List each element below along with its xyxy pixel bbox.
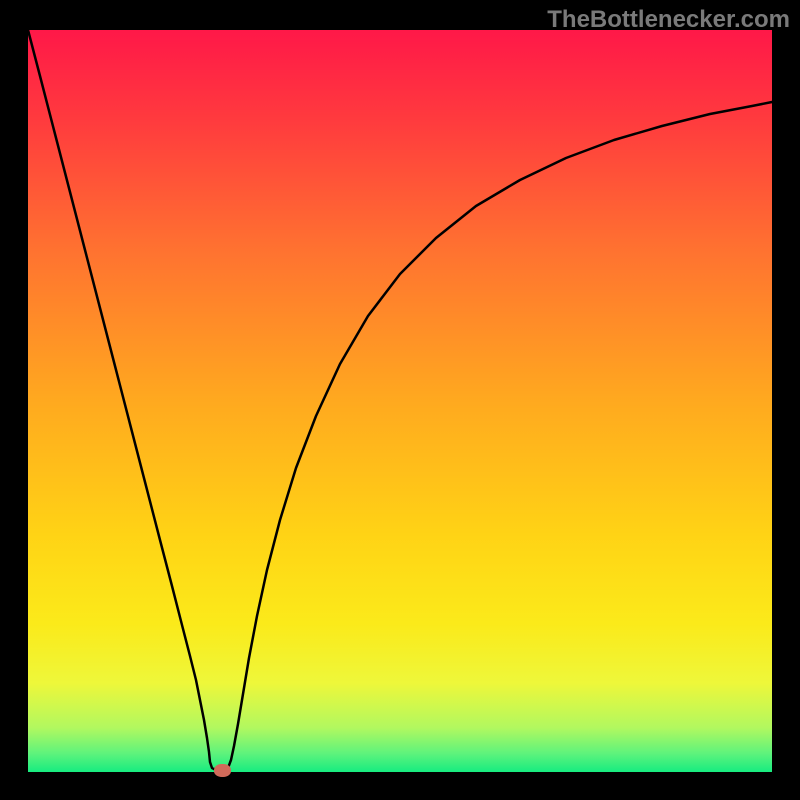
watermark-label: TheBottlenecker.com xyxy=(547,6,790,34)
bottleneck-curve xyxy=(0,0,800,800)
optimal-point-marker xyxy=(214,764,231,777)
chart-container: TheBottlenecker.com xyxy=(0,0,800,800)
